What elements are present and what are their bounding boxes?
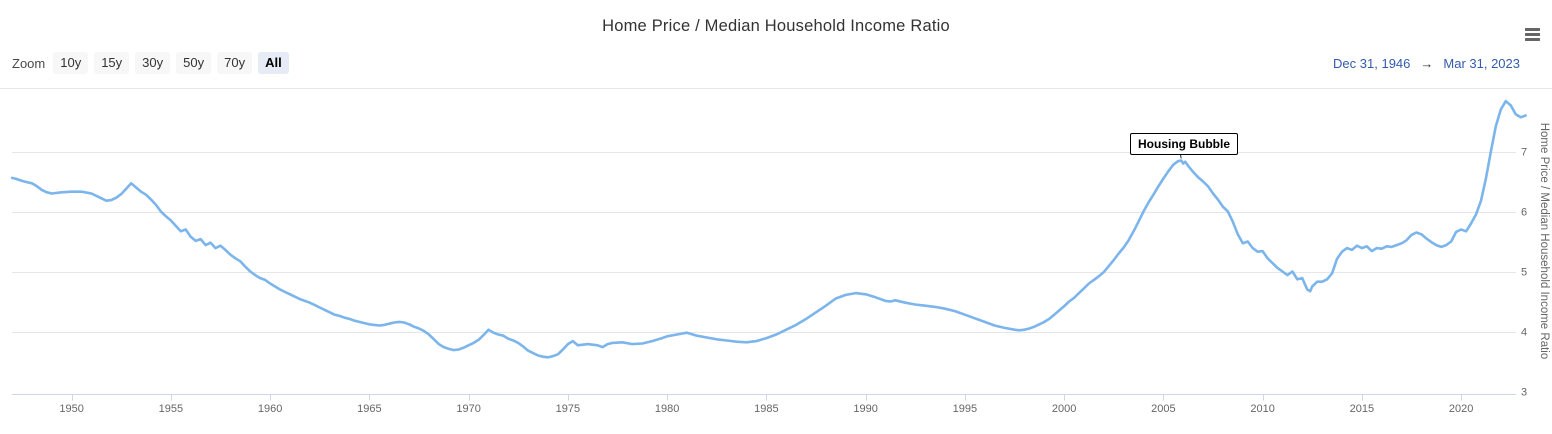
range-start-date[interactable]: Dec 31, 1946 <box>1333 56 1411 71</box>
x-tick-label-1950: 1950 <box>59 403 83 415</box>
y-tick-label-7: 7 <box>1521 147 1527 159</box>
zoom-label: Zoom <box>12 55 46 71</box>
zoom-button-70y[interactable]: 70y <box>217 52 253 74</box>
x-tick-label-1980: 1980 <box>655 403 679 415</box>
x-tick-label-2000: 2000 <box>1052 403 1076 415</box>
y-tick-label-4: 4 <box>1521 327 1527 339</box>
zoom-button-30y[interactable]: 30y <box>135 52 171 74</box>
x-tick-label-2005: 2005 <box>1151 403 1175 415</box>
y-tick-label-6: 6 <box>1521 207 1527 219</box>
range-end-date[interactable]: Mar 31, 2023 <box>1443 56 1520 71</box>
zoom-button-10y[interactable]: 10y <box>53 52 89 74</box>
x-tick-label-2015: 2015 <box>1350 403 1374 415</box>
hamburger-bar <box>1524 37 1540 41</box>
zoom-toolbar: Zoom 10y 15y 30y 50y 70y All <box>12 52 289 74</box>
y-gridlines <box>12 152 1516 333</box>
range-arrow-icon: → <box>1420 56 1434 71</box>
y-tick-label-3: 3 <box>1521 387 1527 399</box>
zoom-button-50y[interactable]: 50y <box>176 52 212 74</box>
x-tick-label-1975: 1975 <box>556 403 580 415</box>
x-axis-ticks <box>72 394 1462 401</box>
page-title: Home Price / Median Household Income Rat… <box>602 17 950 35</box>
y-axis-title: Home Price / Median Household Income Rat… <box>1538 123 1550 360</box>
zoom-button-all[interactable]: All <box>258 52 289 74</box>
annotation-label: Housing Bubble <box>1130 132 1238 155</box>
hamburger-bar <box>1524 27 1540 31</box>
x-tick-label-1955: 1955 <box>159 403 183 415</box>
x-tick-label-1970: 1970 <box>456 403 480 415</box>
x-tick-label-2010: 2010 <box>1250 403 1274 415</box>
x-tick-label-1985: 1985 <box>754 403 778 415</box>
date-range-display: Dec 31, 1946 → Mar 31, 2023 <box>1333 56 1520 71</box>
x-tick-label-1990: 1990 <box>853 403 877 415</box>
x-axis-labels: 1950 1955 1960 1965 1970 1975 1980 1985 1990 1995… <box>59 403 1473 415</box>
zoom-button-15y[interactable]: 15y <box>94 52 130 74</box>
x-tick-label-1960: 1960 <box>258 403 282 415</box>
x-tick-label-2020: 2020 <box>1449 403 1473 415</box>
hamburger-menu-icon[interactable] <box>1520 24 1544 44</box>
x-tick-label-1965: 1965 <box>357 403 381 415</box>
ratio-series-line[interactable] <box>10 99 1527 359</box>
x-tick-label-1995: 1995 <box>953 403 977 415</box>
y-tick-label-5: 5 <box>1521 267 1527 279</box>
y-axis-labels: 3 4 5 6 7 <box>1521 147 1527 399</box>
hamburger-bar <box>1524 32 1540 36</box>
